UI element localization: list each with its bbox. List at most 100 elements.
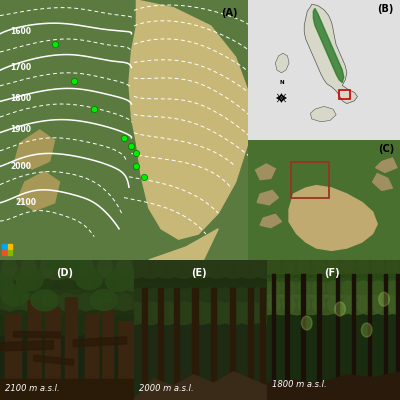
Ellipse shape: [268, 278, 295, 298]
Ellipse shape: [202, 266, 232, 288]
Ellipse shape: [60, 290, 93, 314]
Ellipse shape: [105, 270, 132, 292]
Ellipse shape: [117, 310, 150, 336]
Ellipse shape: [169, 302, 198, 324]
Polygon shape: [267, 372, 400, 400]
Polygon shape: [304, 4, 358, 104]
Ellipse shape: [236, 266, 265, 288]
Ellipse shape: [119, 266, 148, 288]
Bar: [248, 288, 254, 400]
Bar: [2, 250, 7, 255]
Ellipse shape: [22, 290, 55, 314]
Ellipse shape: [2, 268, 36, 294]
Ellipse shape: [219, 302, 248, 324]
Ellipse shape: [46, 250, 73, 271]
Ellipse shape: [0, 310, 17, 336]
Ellipse shape: [342, 254, 369, 274]
Ellipse shape: [372, 278, 398, 298]
Ellipse shape: [152, 266, 182, 288]
Bar: [368, 274, 371, 400]
Polygon shape: [313, 8, 344, 83]
Ellipse shape: [313, 262, 339, 281]
Ellipse shape: [313, 295, 339, 314]
Bar: [174, 288, 179, 400]
Ellipse shape: [0, 268, 17, 294]
Bar: [260, 288, 266, 400]
Ellipse shape: [283, 262, 310, 281]
Ellipse shape: [117, 290, 150, 314]
Ellipse shape: [387, 295, 400, 314]
Ellipse shape: [283, 295, 310, 314]
Polygon shape: [134, 372, 267, 400]
Bar: [34, 355, 74, 365]
Bar: [2, 244, 7, 249]
Ellipse shape: [219, 266, 248, 288]
Ellipse shape: [117, 254, 150, 280]
Ellipse shape: [313, 254, 339, 274]
FancyBboxPatch shape: [86, 314, 99, 400]
Text: (C): (C): [378, 144, 394, 154]
Text: 1900: 1900: [10, 126, 31, 134]
Ellipse shape: [328, 278, 354, 298]
Ellipse shape: [298, 278, 324, 298]
Ellipse shape: [202, 302, 232, 324]
Ellipse shape: [254, 254, 280, 274]
Ellipse shape: [90, 290, 117, 310]
Ellipse shape: [379, 292, 389, 306]
Ellipse shape: [2, 254, 36, 280]
Ellipse shape: [119, 284, 148, 306]
Bar: [339, 90, 350, 99]
Ellipse shape: [252, 302, 282, 324]
Ellipse shape: [136, 256, 165, 278]
Polygon shape: [260, 214, 282, 228]
Ellipse shape: [219, 256, 248, 278]
Polygon shape: [149, 229, 218, 260]
Ellipse shape: [357, 295, 384, 314]
Bar: [158, 288, 163, 400]
Ellipse shape: [186, 284, 215, 306]
Ellipse shape: [2, 310, 36, 336]
Ellipse shape: [298, 254, 324, 274]
Ellipse shape: [22, 254, 55, 280]
Ellipse shape: [61, 250, 88, 271]
Text: (E): (E): [191, 268, 207, 278]
Ellipse shape: [119, 302, 148, 324]
Ellipse shape: [117, 268, 150, 294]
Ellipse shape: [60, 310, 93, 336]
Ellipse shape: [2, 290, 36, 314]
Ellipse shape: [283, 254, 310, 274]
Ellipse shape: [372, 254, 398, 274]
Bar: [302, 274, 305, 400]
Bar: [318, 274, 321, 400]
Ellipse shape: [219, 284, 248, 306]
Bar: [0, 379, 134, 400]
Polygon shape: [310, 106, 336, 122]
FancyBboxPatch shape: [103, 303, 114, 400]
Ellipse shape: [152, 256, 182, 278]
Ellipse shape: [372, 295, 398, 314]
Ellipse shape: [357, 262, 384, 281]
Ellipse shape: [254, 295, 280, 314]
Text: 2000: 2000: [10, 162, 31, 171]
Ellipse shape: [98, 254, 131, 280]
Ellipse shape: [79, 254, 112, 280]
Ellipse shape: [60, 254, 93, 280]
Ellipse shape: [0, 274, 13, 295]
Ellipse shape: [79, 310, 112, 336]
Ellipse shape: [98, 290, 131, 314]
Ellipse shape: [313, 278, 339, 298]
FancyBboxPatch shape: [9, 322, 21, 400]
Ellipse shape: [302, 316, 312, 330]
Polygon shape: [257, 190, 278, 205]
Polygon shape: [129, 0, 248, 239]
Ellipse shape: [268, 295, 295, 314]
Polygon shape: [373, 174, 392, 190]
Ellipse shape: [236, 256, 265, 278]
Ellipse shape: [40, 310, 74, 336]
Ellipse shape: [236, 284, 265, 306]
Ellipse shape: [136, 266, 165, 288]
Ellipse shape: [357, 254, 384, 274]
Ellipse shape: [169, 284, 198, 306]
Text: (D): (D): [56, 268, 74, 278]
Ellipse shape: [98, 268, 131, 294]
